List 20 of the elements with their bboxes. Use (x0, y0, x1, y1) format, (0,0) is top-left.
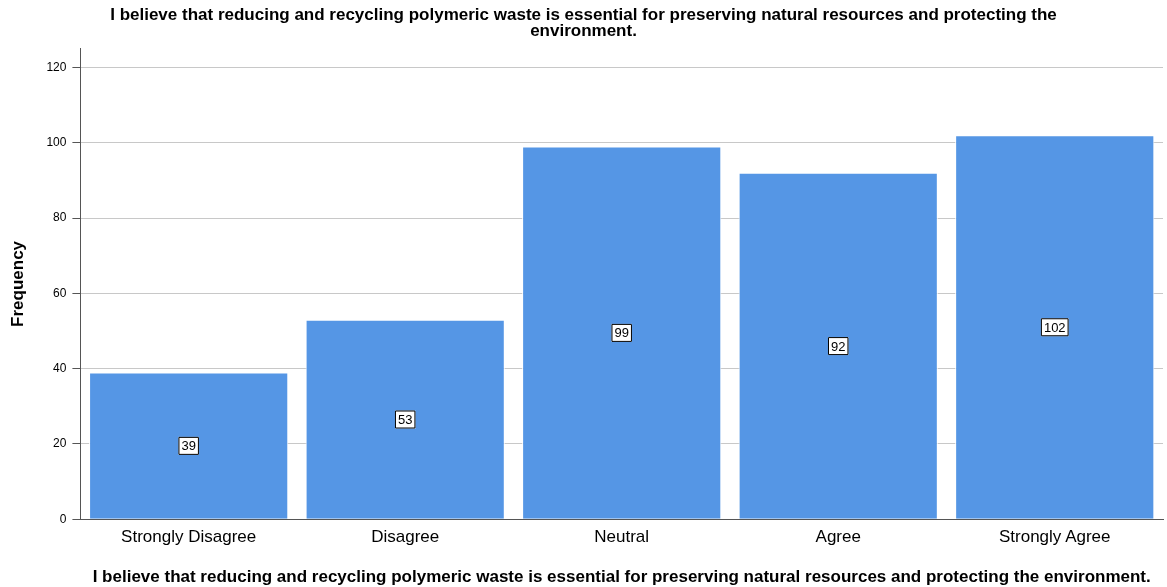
data-label: 99 (614, 325, 629, 341)
y-tick-label: 20 (53, 436, 67, 451)
x-tick-label: Strongly Agree (998, 527, 1111, 547)
y-axis-title: Frequency (7, 240, 27, 327)
y-tick-label: 100 (46, 135, 67, 150)
data-label: 92 (830, 338, 846, 354)
y-tick-label: 120 (46, 59, 67, 74)
data-label: 53 (397, 412, 413, 428)
x-tick-label: Agree (815, 527, 861, 547)
y-tick-label: 0 (59, 511, 67, 526)
y-tick-label: 80 (53, 210, 67, 225)
x-tick-label: Neutral (594, 527, 650, 547)
y-tick-label: 40 (53, 360, 67, 375)
data-label: 102 (1043, 319, 1066, 335)
chart-title: I believe that reducing and recycling polymeric waste is essential for preserving natural resources and protecting the environment. (110, 5, 1057, 40)
x-axis-title: I believe that reducing and recycling polymeric waste is essential for preserving natural resources and protecting the environment. (92, 567, 1151, 587)
x-tick-label: Disagree (371, 527, 440, 547)
y-tick-label: 60 (53, 285, 67, 300)
data-label: 39 (181, 438, 196, 454)
x-tick-label: Strongly Disagree (121, 527, 257, 547)
